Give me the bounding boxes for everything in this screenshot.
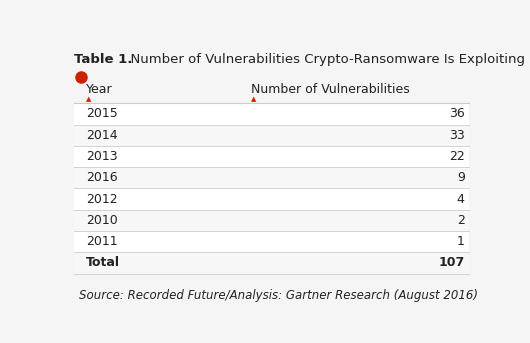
Text: 2016: 2016: [86, 171, 118, 184]
Bar: [74, 188, 469, 210]
Text: 2012: 2012: [86, 192, 118, 205]
Text: 1: 1: [457, 235, 465, 248]
Text: Number of Vulnerabilities: Number of Vulnerabilities: [251, 83, 410, 96]
Text: Table 1.: Table 1.: [74, 53, 133, 66]
Text: 36: 36: [449, 107, 465, 120]
Text: ▲: ▲: [86, 97, 91, 103]
Bar: [74, 103, 469, 125]
Text: 2: 2: [457, 214, 465, 227]
Text: Year: Year: [86, 83, 112, 96]
Text: Total: Total: [86, 257, 120, 270]
Text: 2015: 2015: [86, 107, 118, 120]
Bar: [74, 252, 469, 274]
Bar: [74, 231, 469, 252]
Bar: [74, 167, 469, 188]
Text: 2010: 2010: [86, 214, 118, 227]
Text: 107: 107: [438, 257, 465, 270]
Text: Number of Vulnerabilities Crypto-Ransomware Is Exploiting (by Year): Number of Vulnerabilities Crypto-Ransomw…: [122, 53, 530, 66]
Text: 22: 22: [449, 150, 465, 163]
Bar: [74, 146, 469, 167]
Text: Source: Recorded Future/Analysis: Gartner Research (August 2016): Source: Recorded Future/Analysis: Gartne…: [78, 289, 478, 303]
Text: ▲: ▲: [251, 97, 257, 103]
Text: 33: 33: [449, 129, 465, 142]
Bar: [74, 125, 469, 146]
Text: 9: 9: [457, 171, 465, 184]
Text: 2014: 2014: [86, 129, 118, 142]
Text: 4: 4: [457, 192, 465, 205]
Text: 2013: 2013: [86, 150, 118, 163]
Text: 2011: 2011: [86, 235, 118, 248]
Bar: [74, 210, 469, 231]
